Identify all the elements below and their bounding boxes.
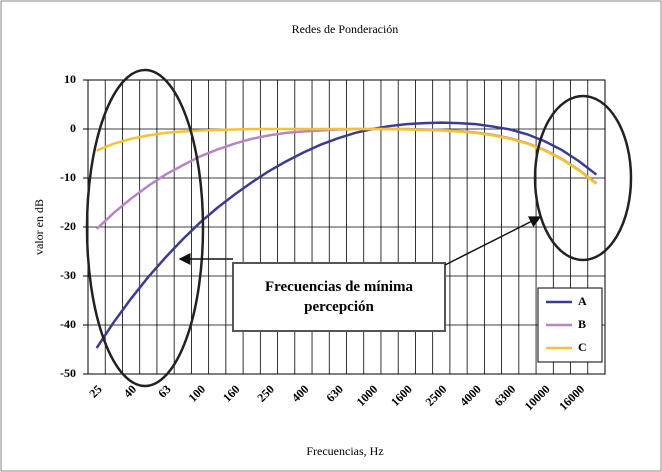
y-tick-label: -50 — [60, 366, 76, 380]
chart-title: Redes de Ponderación — [292, 22, 399, 36]
highlight-ellipse — [533, 94, 633, 262]
y-tick-label: -10 — [60, 170, 76, 184]
y-axis-label: valor en dB — [32, 199, 46, 255]
y-tick-label: 0 — [70, 121, 76, 135]
x-axis-label: Frecuencias, Hz — [306, 444, 383, 458]
annotation-box — [232, 262, 446, 332]
legend-label: C — [578, 340, 587, 354]
legend-label: A — [578, 294, 587, 308]
y-tick-label: -30 — [60, 268, 76, 282]
highlight-ellipse — [85, 68, 205, 388]
annotation: Frecuencias de mínima percepción — [264, 279, 414, 315]
legend-label: B — [578, 317, 586, 331]
y-tick-label: 10 — [64, 72, 76, 86]
line-series — [95, 121, 598, 349]
line-series — [96, 127, 598, 185]
y-tick-label: -40 — [60, 317, 76, 331]
y-tick-label: -20 — [60, 219, 76, 233]
arrow — [444, 216, 542, 266]
